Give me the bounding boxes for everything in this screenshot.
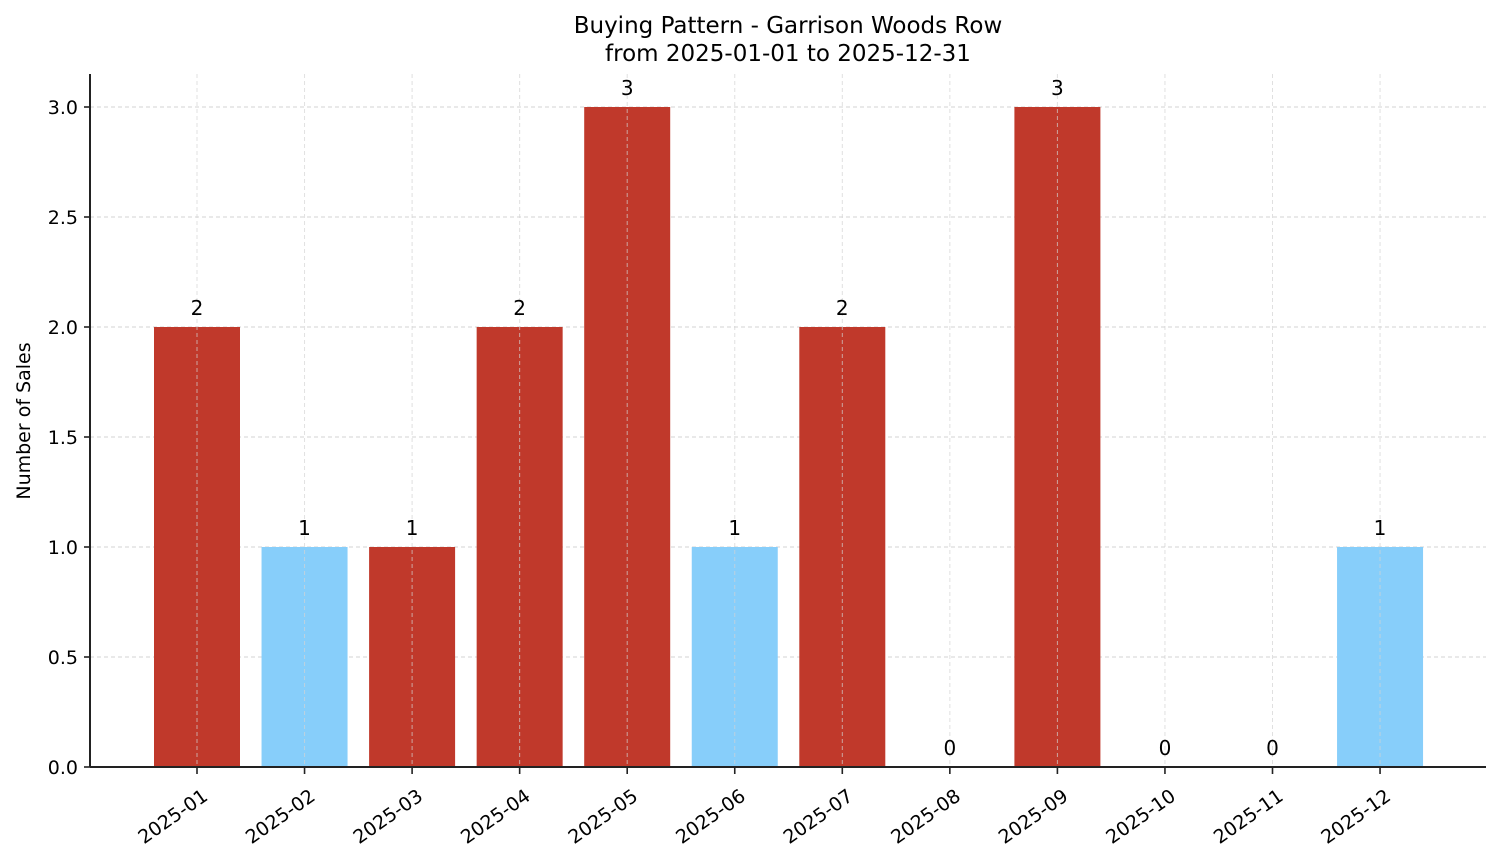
y-tick-label: 2.0 (48, 317, 78, 339)
bar-2025-05 (584, 107, 671, 767)
data-label: 1 (728, 516, 741, 540)
vertical-grid-lines (196, 74, 1381, 767)
data-label: 2 (191, 296, 204, 320)
x-tick-label: 2025-11 (1210, 785, 1288, 849)
y-tick-label: 0.5 (48, 647, 78, 669)
x-tick-label: 2025-04 (457, 785, 535, 849)
x-tick-label: 2025-05 (564, 785, 642, 849)
y-tick-label: 2.5 (48, 207, 78, 229)
data-label: 1 (1374, 516, 1387, 540)
x-tick-label: 2025-07 (780, 785, 858, 849)
data-label: 0 (1159, 736, 1172, 760)
y-axis: 0.0 0.5 1.0 1.5 2.0 2.5 3.0 (48, 74, 91, 779)
x-tick-label: 2025-06 (672, 785, 750, 849)
y-tick-label: 1.5 (48, 427, 78, 449)
bar-2025-09 (1014, 107, 1101, 767)
y-tick-label: 0.0 (48, 757, 78, 779)
x-tick-label: 2025-08 (887, 785, 965, 849)
chart-title: Buying Pattern - Garrison Woods Row (574, 13, 1003, 39)
x-axis: 2025-01 2025-02 2025-03 2025-04 2025-05 2025-… (90, 766, 1486, 849)
data-label: 2 (836, 296, 849, 320)
data-label: 3 (621, 76, 634, 100)
data-label: 0 (1266, 736, 1279, 760)
data-label: 2 (513, 296, 526, 320)
data-label: 1 (298, 516, 311, 540)
data-label: 3 (1051, 76, 1064, 100)
x-tick-label: 2025-09 (995, 785, 1073, 849)
x-tick-label: 2025-01 (134, 785, 212, 849)
data-labels: 2 1 1 2 3 1 2 0 3 0 0 1 (191, 76, 1387, 760)
chart-subtitle: from 2025-01-01 to 2025-12-31 (605, 41, 971, 67)
data-label: 1 (406, 516, 419, 540)
x-tick-label: 2025-10 (1102, 785, 1180, 849)
y-axis-label: Number of Sales (13, 342, 35, 499)
y-tick-label: 3.0 (48, 97, 78, 119)
y-tick-label: 1.0 (48, 537, 78, 559)
x-tick-label: 2025-03 (349, 785, 427, 849)
x-tick-label: 2025-12 (1317, 785, 1395, 849)
x-tick-label: 2025-02 (242, 785, 320, 849)
data-label: 0 (943, 736, 956, 760)
